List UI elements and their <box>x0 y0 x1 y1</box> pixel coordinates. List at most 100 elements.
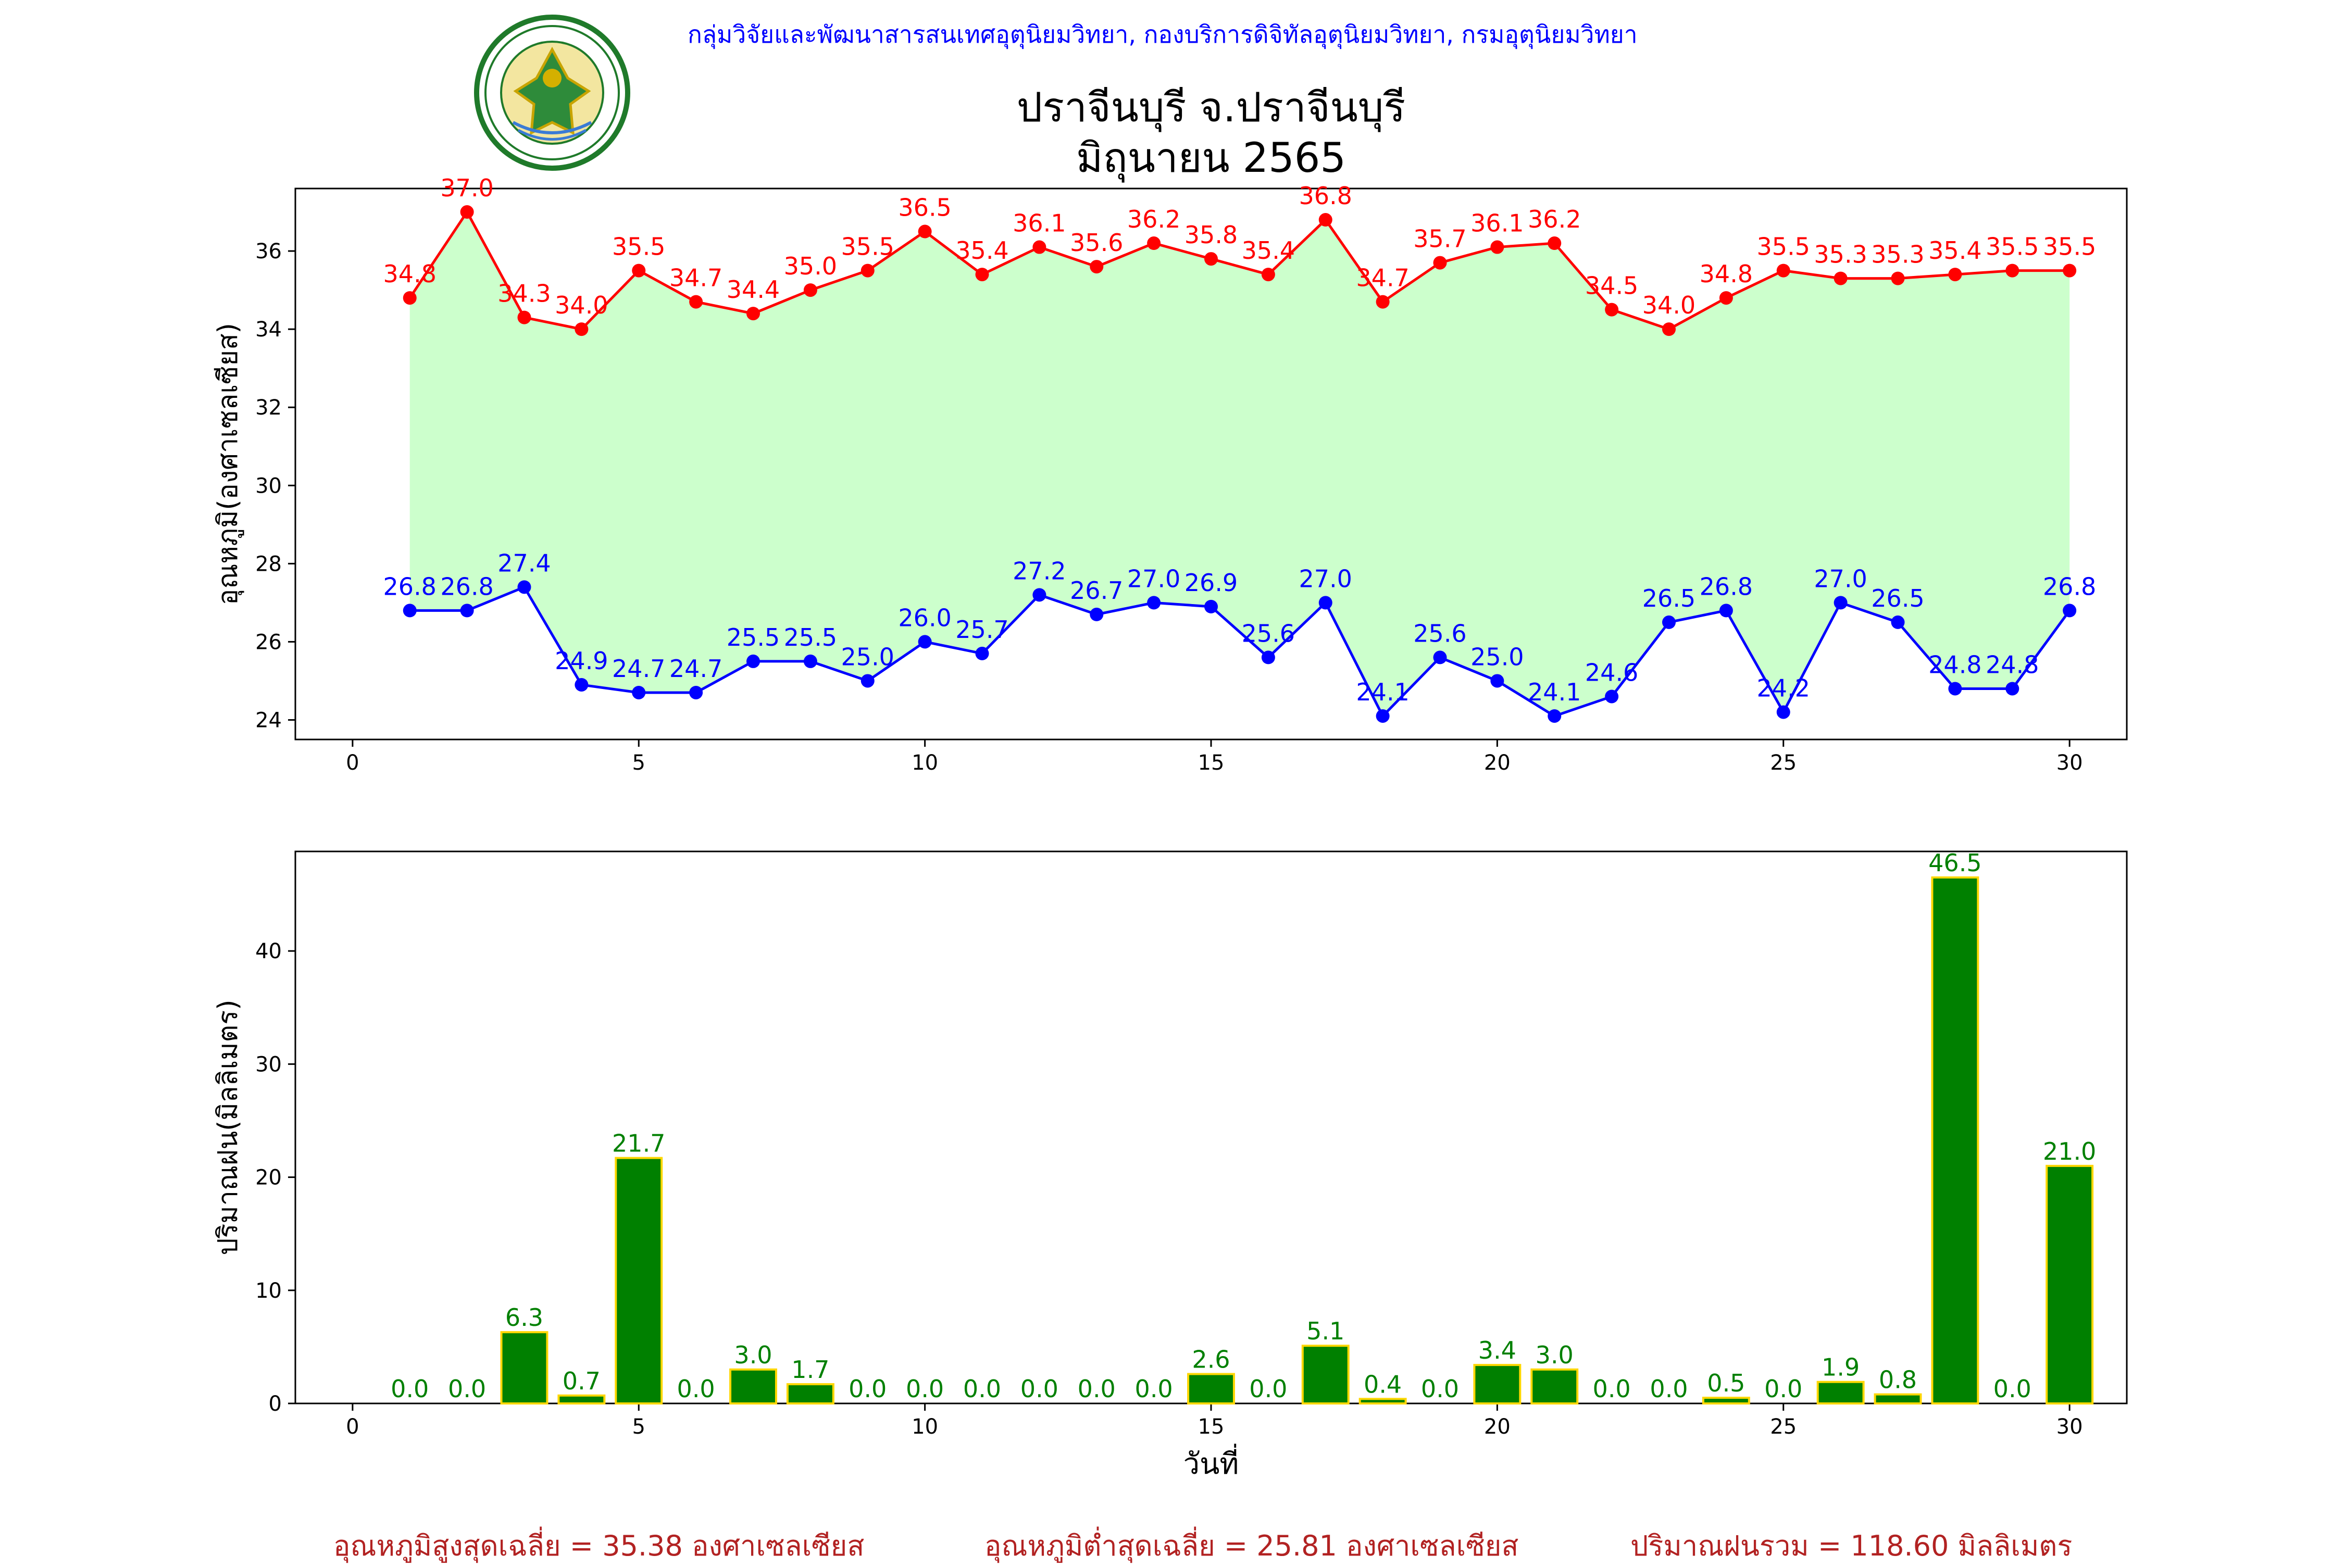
min-temperature-point <box>1261 650 1275 664</box>
min-temperature-point <box>1147 596 1161 610</box>
min-temperature-point <box>1662 615 1676 629</box>
max-temperature-data-label: 35.6 <box>1070 229 1123 257</box>
min-temperature-data-label: 26.5 <box>1871 584 1924 612</box>
rainfall-data-label: 0.0 <box>1249 1375 1287 1403</box>
rainfall-x-tick-label: 10 <box>912 1415 938 1439</box>
max-temperature-data-label: 35.5 <box>1986 233 2039 261</box>
rainfall-data-label: 0.0 <box>1135 1375 1173 1403</box>
rainfall-data-label: 1.9 <box>1822 1353 1860 1382</box>
min-temperature-data-label: 26.8 <box>383 572 437 600</box>
max-temperature-point <box>1605 303 1619 317</box>
rainfall-x-tick-label: 5 <box>632 1415 645 1439</box>
max-temperature-data-label: 34.8 <box>1700 260 1753 288</box>
min-temperature-data-label: 25.6 <box>1413 619 1466 647</box>
max-temperature-point <box>746 307 760 321</box>
min-average-stat: อุณหภูมิต่ำสุดเฉลี่ย = 25.81 องศาเซลเซีย… <box>984 1529 1519 1562</box>
rainfall-data-label: 21.0 <box>2043 1137 2096 1165</box>
temperature-y-tick-label: 32 <box>255 396 282 420</box>
max-temperature-point <box>1548 236 1562 250</box>
rainfall-bar <box>1187 1373 1235 1405</box>
rainfall-data-label: 0.0 <box>1078 1375 1116 1403</box>
rainfall-data-label: 0.0 <box>1764 1375 1802 1403</box>
min-temperature-point <box>575 678 589 692</box>
max-temperature-line <box>408 209 2070 331</box>
temperature-x-tick-label: 20 <box>1484 751 1511 775</box>
min-temperature-point <box>632 685 646 699</box>
max-temperature-point <box>1376 295 1390 309</box>
rainfall-data-label: 1.7 <box>791 1356 829 1384</box>
max-temperature-point <box>1490 240 1504 254</box>
rainfall-axes-frame <box>294 850 2128 1404</box>
rainfall-data-label: 3.0 <box>734 1341 772 1369</box>
max-temperature-point <box>1834 271 1848 285</box>
rainfall-data-label: 0.0 <box>963 1375 1001 1403</box>
min-temperature-point <box>918 635 932 649</box>
max-temperature-point <box>1032 240 1046 254</box>
max-temperature-data-label: 34.0 <box>1642 291 1695 319</box>
min-temperature-data-label: 26.7 <box>1070 576 1123 605</box>
max-temperature-data-label: 36.2 <box>1528 205 1581 233</box>
min-temperature-data-label: 26.5 <box>1642 584 1695 612</box>
min-temperature-point <box>517 580 531 594</box>
min-temperature-point <box>861 674 875 688</box>
min-temperature-data-label: 26.8 <box>1700 572 1753 600</box>
max-temperature-point <box>803 283 817 297</box>
min-temperature-point <box>1376 709 1390 723</box>
min-temperature-data-label: 24.9 <box>555 647 608 675</box>
min-temperature-data-label: 25.5 <box>727 623 780 651</box>
max-temperature-point <box>918 224 932 239</box>
min-temperature-point <box>1032 588 1046 602</box>
max-temperature-point <box>632 264 646 278</box>
min-temperature-point <box>1719 604 1733 618</box>
max-temperature-data-label: 35.7 <box>1413 225 1466 253</box>
rainfall-data-label: 0.7 <box>563 1367 601 1395</box>
rainfall-bar <box>1301 1345 1350 1404</box>
min-temperature-data-label: 25.6 <box>1242 619 1295 647</box>
rainfall-bar <box>557 1394 606 1405</box>
max-temperature-data-label: 36.5 <box>898 194 951 222</box>
min-temperature-point <box>460 604 474 618</box>
rainfall-data-label: 0.8 <box>1879 1366 1917 1394</box>
rainfall-bar <box>1874 1393 1922 1405</box>
min-temperature-point <box>1891 615 1905 629</box>
rainfall-data-label: 0.0 <box>849 1375 887 1403</box>
min-temperature-data-label: 26.0 <box>898 604 951 632</box>
max-temperature-point <box>2005 264 2019 278</box>
temperature-y-tick-label: 24 <box>255 708 282 732</box>
min-temperature-point <box>1433 650 1447 664</box>
min-temperature-data-label: 26.8 <box>440 572 493 600</box>
max-temperature-data-label: 35.4 <box>1928 236 1981 265</box>
max-temperature-data-label: 36.8 <box>1299 182 1352 210</box>
max-temperature-data-label: 35.4 <box>1242 236 1295 265</box>
max-temperature-point <box>975 268 989 282</box>
min-temperature-point <box>1490 674 1504 688</box>
rainfall-x-tick-label: 15 <box>1198 1415 1225 1439</box>
rainfall-data-label: 0.5 <box>1707 1369 1745 1397</box>
temperature-y-tick-label: 36 <box>255 240 282 264</box>
rainfall-bar <box>500 1331 548 1405</box>
min-temperature-data-label: 24.8 <box>1986 650 2039 679</box>
rainfall-bar <box>1931 876 1979 1404</box>
temperature-x-tick-label: 0 <box>346 751 359 775</box>
rainfall-y-tick-label: 30 <box>255 1052 282 1076</box>
max-temperature-data-label: 35.3 <box>1871 241 1924 269</box>
rainfall-bar <box>1702 1397 1750 1405</box>
max-temperature-data-label: 34.4 <box>727 275 780 304</box>
rainfall-data-label: 0.0 <box>1650 1375 1688 1403</box>
max-temperature-point <box>1261 268 1275 282</box>
max-average-stat: อุณหภูมิสูงสุดเฉลี่ย = 35.38 องศาเซลเซีย… <box>333 1529 865 1562</box>
rainfall-data-label: 0.0 <box>448 1375 486 1403</box>
max-temperature-data-label: 35.5 <box>1757 233 1810 261</box>
rainfall-x-tick-label: 20 <box>1484 1415 1511 1439</box>
rainfall-data-label: 0.0 <box>1421 1375 1459 1403</box>
rainfall-y-tick-label: 10 <box>255 1279 282 1303</box>
max-temperature-point <box>1719 291 1733 305</box>
temperature-range-fill <box>409 212 2070 716</box>
temperature-x-tick-label: 5 <box>632 751 645 775</box>
min-temperature-point <box>1948 682 1962 696</box>
rainfall-data-label: 0.0 <box>1020 1375 1058 1403</box>
rainfall-data-label: 0.0 <box>1593 1375 1631 1403</box>
min-temperature-data-label: 24.2 <box>1757 674 1810 702</box>
max-temperature-data-label: 34.7 <box>669 264 722 292</box>
